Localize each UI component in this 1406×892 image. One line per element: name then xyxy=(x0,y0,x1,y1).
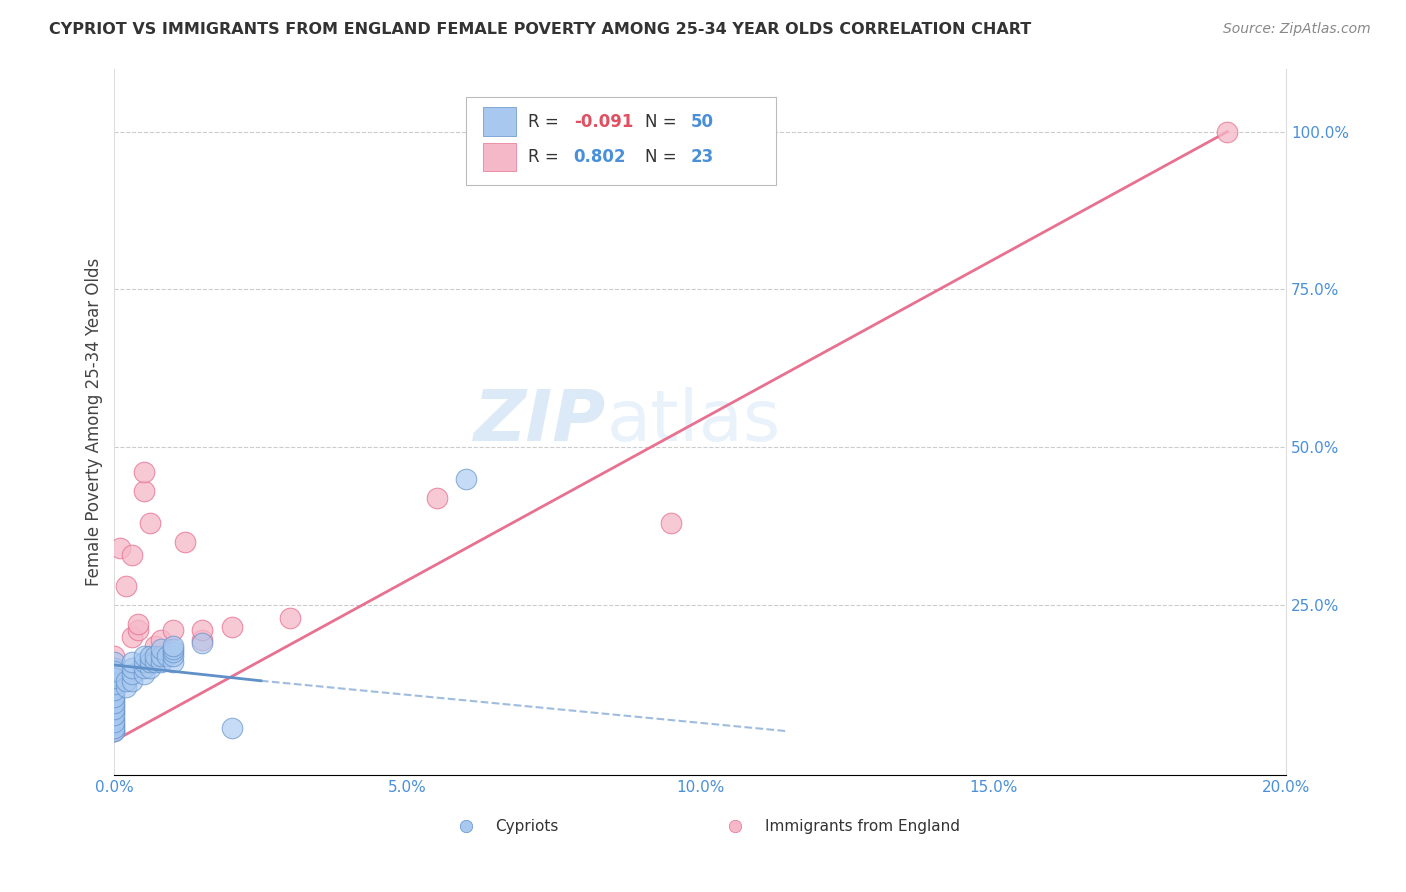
Point xyxy=(132,655,155,669)
Point xyxy=(156,648,179,663)
Point xyxy=(103,661,125,675)
Point xyxy=(103,692,125,706)
FancyBboxPatch shape xyxy=(484,107,516,136)
Point xyxy=(127,617,149,632)
Point xyxy=(103,706,125,720)
Point xyxy=(191,636,214,650)
Point xyxy=(162,655,184,669)
Point xyxy=(103,724,125,739)
FancyBboxPatch shape xyxy=(484,143,516,171)
Text: N =: N = xyxy=(645,112,682,130)
Point xyxy=(132,661,155,675)
Point xyxy=(145,648,167,663)
Point xyxy=(103,671,125,685)
Point xyxy=(103,702,125,716)
Point xyxy=(121,630,143,644)
Text: 23: 23 xyxy=(690,148,714,166)
Point xyxy=(278,610,301,624)
Text: R =: R = xyxy=(529,148,569,166)
Point xyxy=(121,655,143,669)
Point xyxy=(121,661,143,675)
Point xyxy=(103,708,125,723)
Text: N =: N = xyxy=(645,148,682,166)
Point xyxy=(127,624,149,638)
Text: -0.091: -0.091 xyxy=(574,112,633,130)
Point xyxy=(150,632,173,647)
Y-axis label: Female Poverty Among 25-34 Year Olds: Female Poverty Among 25-34 Year Olds xyxy=(86,258,103,586)
Point xyxy=(221,620,243,634)
Point xyxy=(162,639,184,653)
Point xyxy=(150,642,173,657)
Point xyxy=(150,648,173,663)
Point xyxy=(162,645,184,659)
Text: 0.802: 0.802 xyxy=(574,148,626,166)
Point xyxy=(103,655,125,669)
Point xyxy=(132,466,155,480)
Point xyxy=(138,648,160,663)
Point xyxy=(115,673,138,688)
Point xyxy=(103,718,125,732)
Point xyxy=(162,642,184,657)
Text: Source: ZipAtlas.com: Source: ZipAtlas.com xyxy=(1223,22,1371,37)
Point xyxy=(132,484,155,499)
Point xyxy=(454,472,477,486)
Point xyxy=(103,690,125,704)
Point xyxy=(103,673,125,688)
Text: atlas: atlas xyxy=(606,387,780,457)
Point xyxy=(138,655,160,669)
Text: 50: 50 xyxy=(690,112,714,130)
Point xyxy=(121,548,143,562)
Point xyxy=(103,698,125,713)
Point xyxy=(173,535,195,549)
Point xyxy=(103,696,125,710)
Point xyxy=(115,680,138,694)
Point xyxy=(110,541,132,556)
Point xyxy=(103,665,125,679)
Point xyxy=(145,639,167,653)
Point xyxy=(132,667,155,681)
Point xyxy=(103,661,125,675)
Point xyxy=(138,661,160,675)
Point xyxy=(191,624,214,638)
Point xyxy=(103,667,125,681)
Point xyxy=(103,724,125,739)
Point xyxy=(162,648,184,663)
Point xyxy=(121,667,143,681)
Text: Cypriots: Cypriots xyxy=(495,819,558,834)
Point xyxy=(103,680,125,694)
Text: ZIP: ZIP xyxy=(474,387,606,457)
Text: R =: R = xyxy=(529,112,564,130)
Point xyxy=(132,648,155,663)
Point xyxy=(121,673,143,688)
Point xyxy=(103,648,125,663)
Point xyxy=(426,491,449,505)
Point xyxy=(103,721,125,735)
Point xyxy=(191,632,214,647)
Point xyxy=(103,677,125,691)
Point xyxy=(103,712,125,726)
Point xyxy=(138,516,160,530)
Point xyxy=(115,579,138,593)
Point xyxy=(659,516,682,530)
Point xyxy=(221,721,243,735)
Point xyxy=(150,655,173,669)
Point xyxy=(162,624,184,638)
Point xyxy=(1216,125,1239,139)
Point xyxy=(145,648,167,663)
FancyBboxPatch shape xyxy=(465,97,776,186)
Text: CYPRIOT VS IMMIGRANTS FROM ENGLAND FEMALE POVERTY AMONG 25-34 YEAR OLDS CORRELAT: CYPRIOT VS IMMIGRANTS FROM ENGLAND FEMAL… xyxy=(49,22,1032,37)
Point xyxy=(103,683,125,698)
Text: Immigrants from England: Immigrants from England xyxy=(765,819,960,834)
Point xyxy=(103,714,125,729)
Point xyxy=(145,655,167,669)
Point xyxy=(103,686,125,700)
